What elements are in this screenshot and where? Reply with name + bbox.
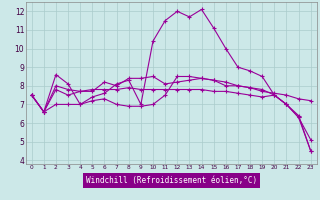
X-axis label: Windchill (Refroidissement éolien,°C): Windchill (Refroidissement éolien,°C)	[86, 176, 257, 185]
